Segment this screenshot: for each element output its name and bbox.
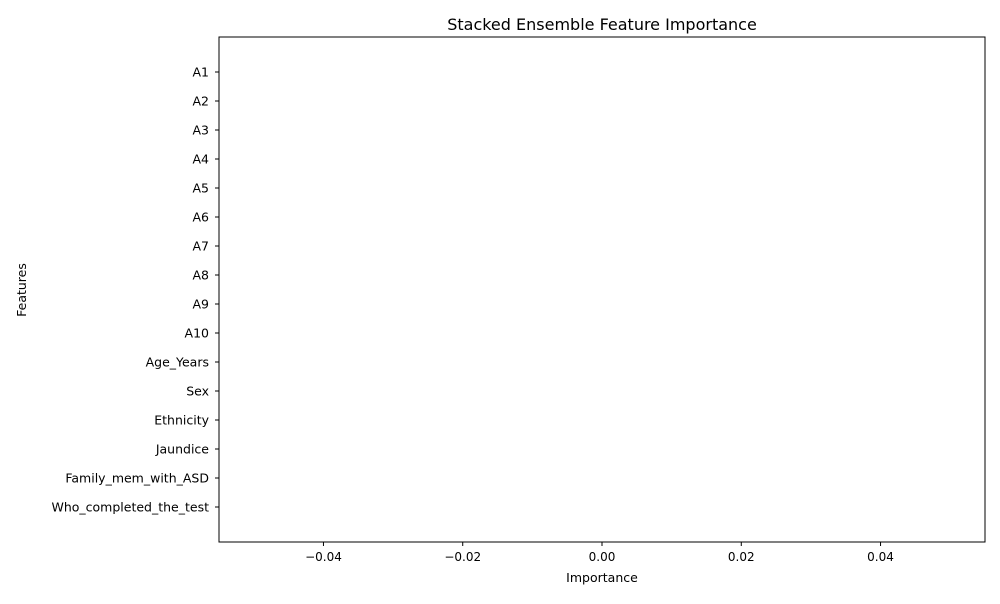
plot-frame	[218, 36, 986, 543]
y-tick-label: Sex	[186, 384, 209, 399]
y-tick-label: A1	[192, 65, 209, 80]
y-tick-label: Who_completed_the_test	[51, 500, 209, 515]
y-axis-label: Features	[14, 263, 29, 317]
y-tick-label: A4	[192, 152, 209, 167]
x-tick-label: 0.04	[867, 550, 894, 564]
y-tick-label: A3	[192, 123, 209, 138]
y-tick-label: A7	[192, 239, 209, 254]
y-tick-label: A10	[185, 326, 210, 341]
y-tick-label: A6	[192, 210, 209, 225]
y-tick-label: A8	[192, 268, 209, 283]
ticks-layer: −0.04 −0.02 0.00 0.02 0.04 A1 A2 A3 A4 A5 A6 A7 A8 A9…	[51, 65, 893, 565]
x-tick-label: 0.00	[589, 550, 616, 564]
x-tick-label: −0.02	[444, 550, 481, 564]
y-tick-label: Ethnicity	[154, 413, 209, 428]
y-tick-label: A5	[192, 181, 209, 196]
y-tick-label: Age_Years	[146, 355, 209, 370]
y-tick-label: Family_mem_with_ASD	[65, 471, 209, 486]
y-tick-label: A2	[192, 94, 209, 109]
y-tick-label: A9	[192, 297, 209, 312]
x-tick-label: 0.02	[728, 550, 755, 564]
chart-title: Stacked Ensemble Feature Importance	[447, 15, 757, 34]
x-tick-label: −0.04	[305, 550, 342, 564]
y-tick-label: Jaundice	[155, 442, 209, 457]
x-axis-label: Importance	[566, 570, 638, 585]
